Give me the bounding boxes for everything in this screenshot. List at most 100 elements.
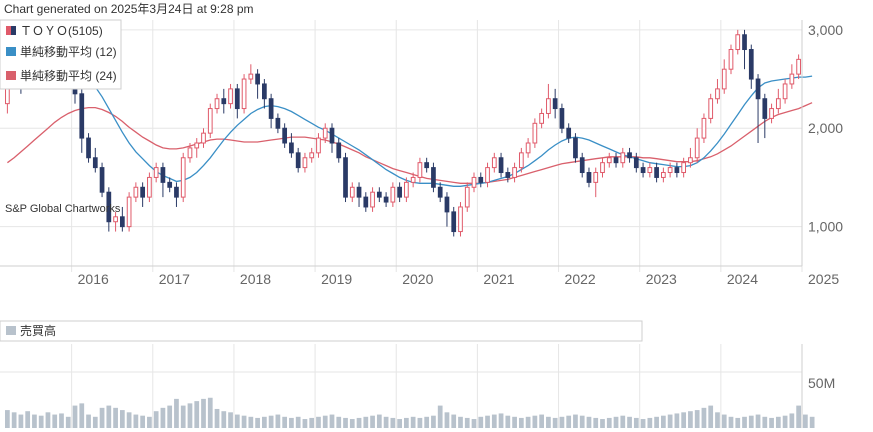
volume-bar [573, 414, 578, 428]
candle-body [627, 152, 632, 159]
volume-bar [329, 414, 335, 428]
volume-bar [796, 405, 801, 428]
candle-body [79, 93, 85, 139]
volume-bar [363, 416, 369, 428]
candle-body [505, 172, 511, 178]
candle [796, 54, 801, 80]
candle-body [715, 88, 720, 100]
candle-body [86, 137, 91, 159]
volume-bar [248, 416, 254, 428]
price-legend: ＴＯＹＯ(5105) 単純移動平均 (12) 単純移動平均 (24) [0, 19, 122, 90]
candle-body [126, 196, 132, 228]
candle [397, 182, 402, 203]
candle-body [728, 49, 734, 70]
volume-bar [343, 417, 348, 428]
candle-body [167, 181, 173, 188]
pink-square-icon [6, 71, 16, 80]
candle [262, 79, 267, 109]
x-tick-label: 2016 [78, 271, 109, 287]
candle-body [782, 83, 788, 100]
candle [681, 157, 687, 178]
gray-square-icon [6, 326, 16, 335]
candle [417, 157, 423, 183]
volume-bar [32, 414, 37, 428]
ma12-layer [7, 64, 813, 187]
volume-bar [532, 415, 538, 428]
price-y-ticks: 3,000 2,000 1,000 [808, 22, 843, 235]
candle-body [356, 186, 362, 198]
volume-bar [640, 419, 646, 428]
candle-body [674, 167, 680, 174]
volume-bar [99, 407, 105, 428]
candle [559, 103, 565, 134]
candle-body [329, 127, 335, 144]
candle [160, 162, 166, 198]
candle-body [221, 98, 227, 105]
candle [647, 162, 653, 178]
volume-bar [613, 416, 619, 428]
volume-legend-label: 売買高 [20, 323, 56, 338]
legend-label-ma12: 単純移動平均 (12) [20, 45, 117, 59]
candle [133, 182, 139, 203]
candle [343, 152, 348, 203]
y-tick-label: 2,000 [808, 120, 843, 136]
candle-body [262, 83, 267, 100]
volume-bar [383, 416, 389, 428]
candle [376, 187, 382, 203]
candle [694, 128, 700, 163]
candle [268, 93, 274, 129]
candle-body [532, 122, 538, 144]
volume-bar [234, 414, 240, 428]
candle [769, 103, 774, 124]
candle [349, 182, 355, 203]
candle-body [613, 157, 619, 164]
volume-bar [187, 403, 193, 428]
candle-body [573, 137, 578, 159]
candle-body [647, 167, 653, 174]
candle [431, 162, 436, 193]
candle [525, 138, 531, 158]
candle-body [147, 176, 152, 198]
candle [552, 88, 558, 119]
candle [444, 192, 450, 227]
volume-bar [92, 416, 98, 428]
candle [782, 79, 788, 104]
candle-body [119, 216, 125, 228]
volume-bar [633, 417, 639, 428]
volume-bar [694, 410, 700, 428]
legend-label-ma24: 単純移動平均 (24) [20, 69, 117, 83]
legend-item-toyo: ＴＯＹＯ(5105) [6, 24, 103, 38]
volume-bar [309, 417, 315, 428]
volume-bar [566, 415, 572, 428]
candle-body [92, 157, 98, 169]
candle-body [309, 152, 315, 159]
x-tick-label: 2024 [727, 271, 758, 287]
volume-bar [417, 417, 423, 428]
volume-bar [268, 415, 274, 428]
candle [464, 182, 470, 212]
candle-body [498, 157, 504, 174]
watermark: S&P Global Chartworks [5, 203, 121, 215]
candle [174, 182, 179, 207]
volume-bar [221, 411, 227, 428]
candle-body [302, 157, 308, 169]
x-tick-label: 2025 [808, 271, 839, 287]
candle [86, 133, 91, 163]
candlestick-series [5, 29, 801, 237]
volume-bar [735, 417, 741, 428]
candle [234, 83, 240, 119]
candle-body [106, 191, 112, 223]
volume-bar [153, 411, 159, 428]
volume-bar [106, 405, 112, 428]
volume-bar [491, 414, 497, 428]
volume-bar [282, 416, 288, 428]
candle [424, 157, 430, 173]
candle [363, 192, 369, 212]
candle-body [620, 152, 626, 164]
candle [180, 152, 186, 203]
candle-body [769, 108, 774, 119]
candle-body [512, 167, 517, 178]
candle [775, 88, 781, 114]
candle [742, 29, 747, 70]
